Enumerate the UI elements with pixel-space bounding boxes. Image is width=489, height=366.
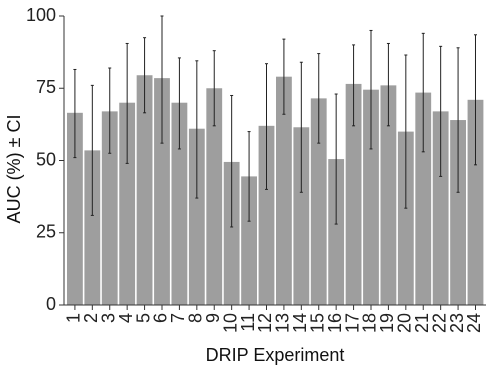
errorbar-2 bbox=[90, 84, 94, 216]
x-tick-label: 8 bbox=[186, 313, 206, 323]
bar-23 bbox=[450, 120, 466, 305]
x-tick-label: 23 bbox=[447, 313, 467, 333]
y-tick-label: 25 bbox=[36, 222, 56, 242]
x-tick-label: 10 bbox=[220, 313, 240, 333]
bar-14 bbox=[293, 127, 310, 306]
errorbar-24 bbox=[473, 34, 477, 166]
x-tick-label: 22 bbox=[429, 313, 449, 333]
bar-1 bbox=[67, 112, 83, 305]
bar-4 bbox=[119, 102, 136, 305]
x-tick-label: 20 bbox=[395, 313, 415, 333]
bar-15 bbox=[310, 98, 327, 306]
errorbar-15 bbox=[317, 53, 321, 144]
x-tick-label: 9 bbox=[203, 313, 223, 323]
bar-16 bbox=[328, 159, 345, 305]
bar-13 bbox=[276, 76, 292, 305]
errorbar-3 bbox=[108, 67, 112, 154]
bar-5 bbox=[136, 75, 153, 306]
bar-8 bbox=[188, 128, 205, 305]
errorbar-21 bbox=[421, 32, 425, 153]
y-ticks-layer: 0 25 50 75 100 bbox=[26, 5, 64, 314]
x-tick-label: 16 bbox=[325, 313, 345, 333]
x-tick-label: 18 bbox=[360, 313, 380, 333]
errorbar-11 bbox=[247, 131, 251, 222]
y-tick-label: 50 bbox=[36, 149, 56, 169]
errorbar-18 bbox=[369, 29, 373, 150]
x-tick-label: 11 bbox=[238, 313, 258, 332]
errorbar-8 bbox=[195, 60, 199, 199]
x-tick-label: 17 bbox=[342, 313, 362, 333]
y-tick-label: 75 bbox=[36, 77, 56, 97]
y-tick-label: 100 bbox=[26, 5, 56, 25]
x-tick-label: 13 bbox=[273, 313, 293, 333]
bar-21 bbox=[415, 92, 432, 305]
bar-11 bbox=[241, 176, 257, 305]
bar-22 bbox=[432, 111, 449, 306]
bar-18 bbox=[363, 89, 379, 305]
errorbar-14 bbox=[299, 61, 303, 193]
bar-9 bbox=[206, 88, 223, 305]
errorbar-10 bbox=[230, 94, 234, 228]
errorbar-16 bbox=[334, 93, 338, 225]
errorbar-9 bbox=[212, 50, 216, 127]
x-tick-label: 19 bbox=[377, 313, 397, 333]
x-tick-label: 21 bbox=[412, 313, 432, 333]
errorbars-layer bbox=[73, 15, 477, 228]
errorbar-1 bbox=[73, 68, 77, 159]
errorbar-22 bbox=[439, 45, 443, 177]
x-tick-label: 6 bbox=[151, 313, 171, 323]
errorbar-12 bbox=[264, 63, 268, 190]
y-tick-label: 0 bbox=[46, 294, 56, 314]
bar-12 bbox=[258, 125, 275, 305]
bars-layer bbox=[67, 75, 484, 306]
y-axis-title: AUC (%) ± CI bbox=[4, 115, 24, 224]
bar-20 bbox=[397, 131, 414, 305]
x-tick-label: 24 bbox=[464, 313, 484, 333]
errorbar-7 bbox=[177, 57, 181, 150]
bar-24 bbox=[467, 99, 484, 305]
errorbar-6 bbox=[160, 15, 164, 144]
x-axis-title: DRIP Experiment bbox=[206, 345, 345, 365]
x-tick-label: 5 bbox=[133, 313, 153, 323]
errorbar-4 bbox=[125, 42, 129, 164]
x-tick-label: 14 bbox=[290, 313, 310, 333]
x-tick-label: 15 bbox=[307, 313, 327, 333]
bar-6 bbox=[154, 78, 170, 305]
errorbar-5 bbox=[143, 37, 147, 114]
bar-17 bbox=[345, 83, 362, 305]
errorbar-13 bbox=[282, 38, 286, 115]
bar-19 bbox=[380, 85, 397, 305]
errorbar-17 bbox=[352, 44, 356, 127]
x-tick-label: 2 bbox=[81, 313, 101, 323]
bar-2 bbox=[84, 150, 101, 305]
errorbar-20 bbox=[404, 54, 408, 209]
x-tick-label: 12 bbox=[255, 313, 275, 333]
x-tick-label: 7 bbox=[168, 313, 188, 323]
errorbar-23 bbox=[456, 47, 460, 193]
bar-3 bbox=[101, 111, 118, 306]
bar-10 bbox=[223, 161, 240, 305]
errorbar-19 bbox=[386, 42, 390, 127]
x-tick-label: 4 bbox=[116, 313, 136, 323]
x-tick-label: 3 bbox=[98, 313, 118, 323]
bar-7 bbox=[171, 102, 188, 305]
x-tick-label: 1 bbox=[64, 313, 84, 323]
